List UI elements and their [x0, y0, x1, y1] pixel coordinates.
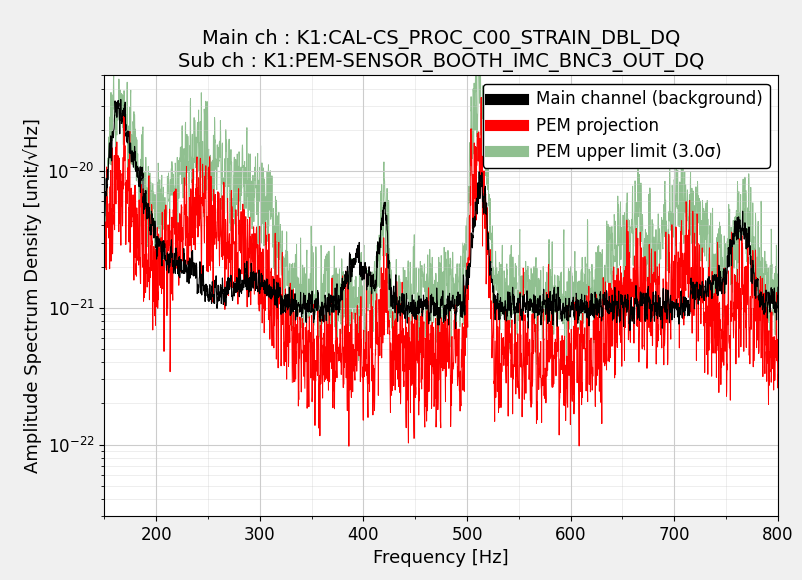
Main channel (background) — [217, 300, 226, 307]
PEM projection — [217, 230, 226, 237]
Main channel (background) — [116, 96, 126, 103]
Line: PEM upper limit (3.0σ): PEM upper limit (3.0σ) — [104, 44, 778, 364]
PEM upper limit (3.0σ) — [217, 181, 226, 188]
PEM upper limit (3.0σ) — [358, 282, 367, 289]
PEM upper limit (3.0σ) — [176, 155, 186, 162]
Main channel (background) — [625, 327, 634, 334]
Main channel (background) — [760, 300, 770, 307]
PEM upper limit (3.0σ) — [532, 361, 541, 368]
Legend: Main channel (background), PEM projection, PEM upper limit (3.0σ): Main channel (background), PEM projectio… — [483, 84, 770, 168]
PEM upper limit (3.0σ) — [474, 40, 484, 47]
PEM projection — [476, 94, 486, 101]
Main channel (background) — [358, 266, 367, 273]
Line: Main channel (background): Main channel (background) — [104, 99, 778, 331]
X-axis label: Frequency [Hz]: Frequency [Hz] — [373, 549, 509, 567]
Main channel (background) — [688, 287, 698, 294]
Main channel (background) — [176, 267, 186, 274]
Main channel (background) — [773, 284, 783, 291]
PEM projection — [773, 371, 783, 378]
Main channel (background) — [99, 215, 109, 222]
PEM projection — [344, 443, 354, 450]
PEM upper limit (3.0σ) — [99, 105, 109, 112]
PEM upper limit (3.0σ) — [773, 293, 783, 300]
PEM upper limit (3.0σ) — [387, 325, 397, 332]
PEM projection — [176, 209, 186, 216]
Y-axis label: Amplitude Spectrum Density [unit/√Hz]: Amplitude Spectrum Density [unit/√Hz] — [23, 118, 42, 473]
PEM projection — [358, 378, 367, 385]
PEM upper limit (3.0σ) — [760, 269, 770, 276]
Main channel (background) — [387, 293, 397, 300]
Line: PEM projection: PEM projection — [104, 97, 778, 446]
PEM upper limit (3.0σ) — [688, 256, 698, 263]
PEM projection — [760, 300, 770, 307]
PEM projection — [99, 222, 109, 229]
Title: Main ch : K1:CAL-CS_PROC_C00_STRAIN_DBL_DQ
Sub ch : K1:PEM-SENSOR_BOOTH_IMC_BNC3: Main ch : K1:CAL-CS_PROC_C00_STRAIN_DBL_… — [178, 29, 704, 72]
PEM projection — [387, 347, 397, 354]
PEM projection — [688, 234, 698, 241]
